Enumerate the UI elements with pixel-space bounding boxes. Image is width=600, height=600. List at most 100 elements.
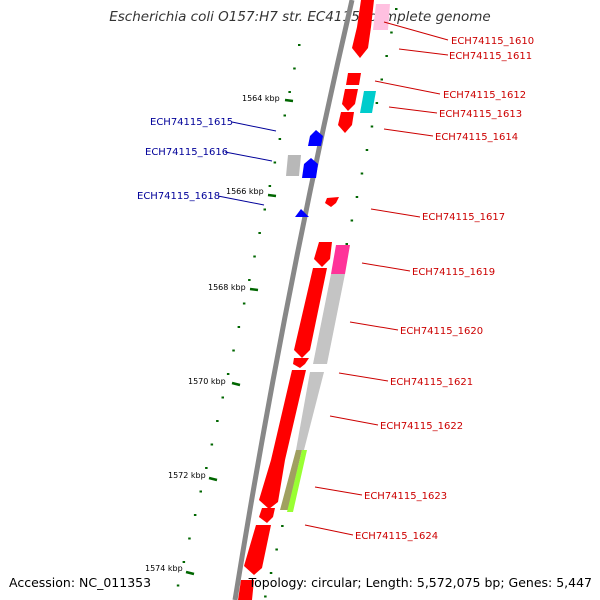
- scale-dot: [380, 78, 383, 81]
- scale-dot: [264, 595, 267, 598]
- leader-line-1624: [304, 524, 354, 536]
- scale-dot: [232, 349, 235, 352]
- gene-arrow-ech74115-1620[interactable]: [294, 268, 327, 358]
- gene-label-ech74115-1620[interactable]: ECH74115_1620: [400, 326, 483, 337]
- scale-dot: [263, 208, 266, 211]
- gene-arrow-ech74115-1618[interactable]: [295, 209, 309, 217]
- cog-blocks: [280, 4, 390, 512]
- scale-label-1564: 1564 kbp: [242, 94, 280, 103]
- leader-line-1617: [370, 208, 421, 218]
- gene-labels: ECH74115_1610 ECH74115_1611 ECH74115_161…: [137, 36, 534, 542]
- leader-line-1612: [374, 80, 441, 95]
- forward-gene-arrows: [238, 0, 374, 600]
- cog-block-olive: [280, 450, 302, 510]
- leader-line-1618: [217, 195, 265, 206]
- gene-label-ech74115-1616[interactable]: ECH74115_1616: [145, 147, 228, 158]
- gene-label-ech74115-1622[interactable]: ECH74115_1622: [380, 421, 463, 432]
- scale-dot: [350, 219, 354, 222]
- scale-tick-1570: [231, 381, 241, 387]
- gene-label-ech74115-1617[interactable]: ECH74115_1617: [422, 212, 505, 223]
- scale-dot: [221, 396, 224, 399]
- scale-dot: [273, 161, 277, 164]
- gene-label-ech74115-1614[interactable]: ECH74115_1614: [435, 132, 518, 143]
- scale-dot: [258, 232, 261, 234]
- gene-arrow-ech74115-1612[interactable]: [346, 73, 361, 85]
- scale-dot: [193, 514, 197, 516]
- scale-dot: [345, 243, 348, 245]
- scale-tick-1574: [185, 570, 195, 576]
- scale-dot: [288, 91, 291, 93]
- gene-label-ech74115-1618[interactable]: ECH74115_1618: [137, 191, 220, 202]
- gene-label-ech74115-1624[interactable]: ECH74115_1624: [355, 531, 438, 542]
- scale-dot: [205, 467, 208, 469]
- gene-arrow-ech74115-1613[interactable]: [342, 89, 358, 111]
- gene-arrow-ech74115-1622[interactable]: [271, 370, 306, 460]
- scale-tick-1566: [267, 193, 277, 198]
- scale-dot: [275, 548, 278, 551]
- scale-dot: [237, 326, 241, 328]
- gene-arrow-ech74115-1624[interactable]: [244, 525, 271, 575]
- cog-block-yellowgreen: [287, 450, 307, 512]
- scale-dot: [210, 443, 214, 446]
- leader-line-1623: [314, 486, 363, 496]
- scale-dot: [199, 490, 202, 493]
- scale-dot: [298, 44, 301, 46]
- leader-line-1610: [383, 21, 449, 41]
- gene-arrow-ech74115-1623b[interactable]: [259, 508, 275, 523]
- scale-dot: [176, 584, 180, 587]
- gene-arrow-ech74115-next[interactable]: [238, 580, 254, 600]
- scale-dot: [355, 196, 359, 198]
- cog-block-grey-reverse: [286, 155, 301, 176]
- scale-dot: [375, 102, 379, 104]
- leader-line-1622: [329, 415, 379, 426]
- scale-dot: [365, 149, 369, 151]
- gene-arrow-ech74115-1615[interactable]: [308, 130, 323, 146]
- reverse-gene-arrows: [295, 130, 323, 217]
- gene-label-ech74115-1619[interactable]: ECH74115_1619: [412, 267, 495, 278]
- genome-summary-text: Topology: circular; Length: 5,572,075 bp…: [248, 575, 592, 590]
- scale-label-1570: 1570 kbp: [188, 377, 226, 386]
- scale-dot: [395, 8, 398, 10]
- scale-dot: [283, 114, 286, 117]
- scale-dot: [253, 255, 256, 258]
- gene-arrow-ech74115-1616[interactable]: [302, 158, 318, 178]
- scale-tick-1572: [208, 476, 218, 482]
- gene-arrow-ech74115-1621[interactable]: [293, 358, 309, 368]
- scale-dot: [370, 125, 374, 128]
- scale-dot: [293, 67, 296, 70]
- genome-backbone: [232, 0, 355, 600]
- scale-dot: [188, 537, 191, 540]
- leader-line-1619: [361, 262, 411, 272]
- gene-label-ech74115-1611[interactable]: ECH74115_1611: [449, 51, 532, 62]
- leader-line-1615: [231, 121, 277, 132]
- cog-block-cyan: [360, 91, 376, 113]
- gene-label-ech74115-1615[interactable]: ECH74115_1615: [150, 117, 233, 128]
- gene-label-ech74115-1612[interactable]: ECH74115_1612: [443, 90, 526, 101]
- scale-tick-1564: [284, 98, 294, 103]
- gene-arrow-ech74115-1619[interactable]: [314, 242, 332, 267]
- gene-arrow-ech74115-1611[interactable]: [352, 27, 371, 58]
- scale-label-1566: 1566 kbp: [226, 187, 264, 196]
- scale-dot: [242, 302, 246, 305]
- scale-tick-1568: [249, 287, 259, 292]
- gene-label-ech74115-1610[interactable]: ECH74115_1610: [451, 36, 534, 47]
- gene-arrow-ech74115-1614[interactable]: [338, 112, 354, 133]
- leader-line-1620: [349, 321, 399, 331]
- gene-arrow-ech74115-1623[interactable]: [259, 460, 285, 509]
- gene-arrow-ech74115-1610[interactable]: [357, 0, 374, 27]
- scale-dot: [278, 138, 282, 140]
- accession-text: Accession: NC_011353: [9, 575, 152, 590]
- leader-line-1613: [388, 106, 438, 114]
- gene-label-ech74115-1621[interactable]: ECH74115_1621: [390, 377, 473, 388]
- scale-ticks: 1564 kbp 1566 kbp 1568 kbp 1570 kbp 1572…: [145, 94, 294, 576]
- scale-label-1572: 1572 kbp: [168, 471, 206, 480]
- leader-line-1621: [338, 372, 389, 382]
- leader-line-1611: [398, 48, 449, 56]
- gene-label-ech74115-1623[interactable]: ECH74115_1623: [364, 491, 447, 502]
- gene-arrow-ech74115-1617[interactable]: [325, 197, 339, 207]
- leader-line-1614: [383, 128, 434, 137]
- scale-dot: [182, 561, 186, 563]
- gene-label-ech74115-1613[interactable]: ECH74115_1613: [439, 109, 522, 120]
